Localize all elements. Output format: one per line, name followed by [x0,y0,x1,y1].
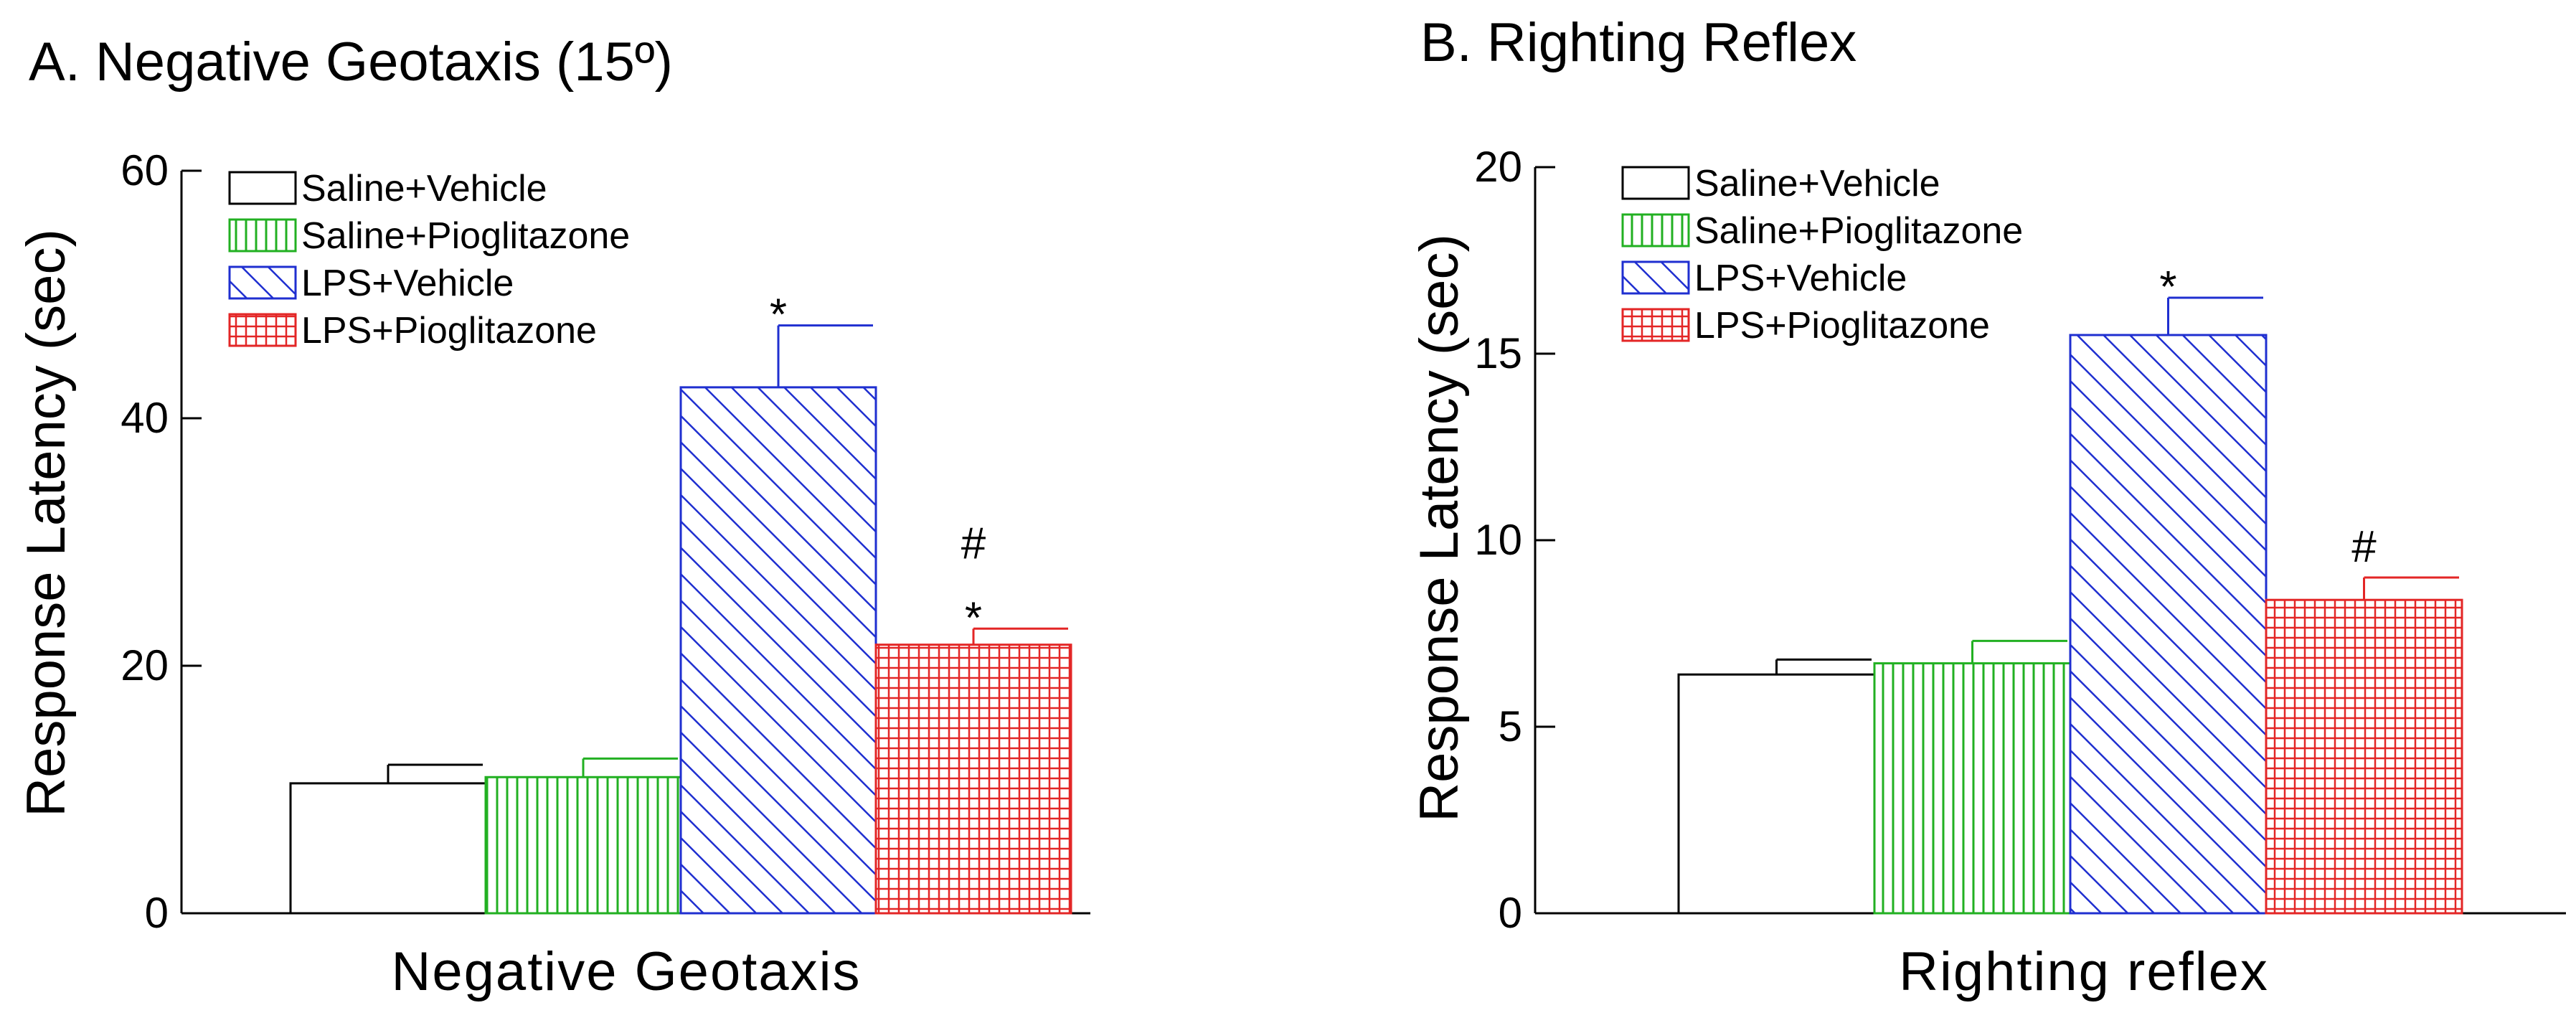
panel-b-ytick-label-0: 0 [1499,889,1522,937]
panel-b-bar-3 [2265,598,2463,915]
panel-a-legend-label-1: Saline+Pioglitazone [301,215,630,257]
panel-a-ylabel: Response Latency (sec) [16,229,77,817]
panel-a-legend-label-0: Saline+Vehicle [301,168,547,209]
panel-a-legend-swatch-2 [228,265,297,300]
panel-b-ytick-label-4: 20 [1474,143,1522,191]
panel-a-bar-2 [679,386,877,915]
panel-a-ytick-label-0: 0 [145,889,169,937]
panel-b-ytick-label-2: 10 [1474,516,1522,564]
panel-b-legend-swatch-0 [1621,166,1690,200]
panel-b-xlabel: Righting reflex [1899,941,2269,1002]
panel-a-ytick-label-2: 40 [121,394,169,442]
panel-a: A. Negative Geotaxis (15º) Response Late… [16,32,1090,1002]
panel-b-annotation-3-0: # [2351,522,2377,572]
panel-a-ytick-label-3: 60 [121,146,169,194]
panel-b-legend-label-3: LPS+Pioglitazone [1694,305,1990,347]
panel-b-legend-label-2: LPS+Vehicle [1694,258,1907,299]
panel-b-legend-swatch-1 [1621,213,1690,248]
panel-b-annotation-2-0: * [2159,263,2176,312]
panel-b-legend-label-1: Saline+Pioglitazone [1694,210,2023,252]
panel-a-ytick-label-1: 20 [121,641,169,689]
panel-a-annotation-3-1: # [961,519,986,568]
panel-a-bar-0 [289,782,487,915]
panel-b-bar-2 [2069,334,2268,915]
panel-a-annotation-2-0: * [770,291,787,340]
panel-b-title: B. Righting Reflex [1420,12,1856,73]
panel-b-ytick-label-3: 15 [1474,329,1522,377]
panel-b-legend-swatch-3 [1621,308,1690,342]
panel-a-legend-swatch-3 [228,313,297,347]
panel-a-legend-swatch-1 [228,218,297,253]
panel-b-legend-label-0: Saline+Vehicle [1694,163,1940,204]
panel-a-legend-label-3: LPS+Pioglitazone [301,310,597,352]
panel-a-xlabel: Negative Geotaxis [392,941,862,1002]
panel-b-bar-0 [1677,673,1876,915]
panel-a-plot-area: 0 20 40 60 * * # Saline+Vehicle Saline+Pioglitaz… [121,146,1090,937]
panel-a-title: A. Negative Geotaxis (15º) [29,32,673,93]
panel-a-legend-label-2: LPS+Vehicle [301,263,514,304]
panel-a-bar-3 [874,644,1072,915]
panel-a-bar-1 [484,776,682,915]
panel-b-bar-1 [1873,662,2072,915]
panel-b-legend-swatch-2 [1621,260,1690,295]
panel-b-ylabel: Response Latency (sec) [1409,234,1470,822]
panel-a-annotation-3-0: * [965,593,982,643]
panel-b-plot-area: 0 5 10 15 20 * # Saline+Vehicle Saline+Pioglitaz… [1474,143,2566,937]
panel-b-ytick-label-1: 5 [1499,702,1522,750]
panel-a-legend-swatch-0 [228,171,297,205]
panel-b: B. Righting Reflex Response Latency (sec… [1409,12,2566,1002]
